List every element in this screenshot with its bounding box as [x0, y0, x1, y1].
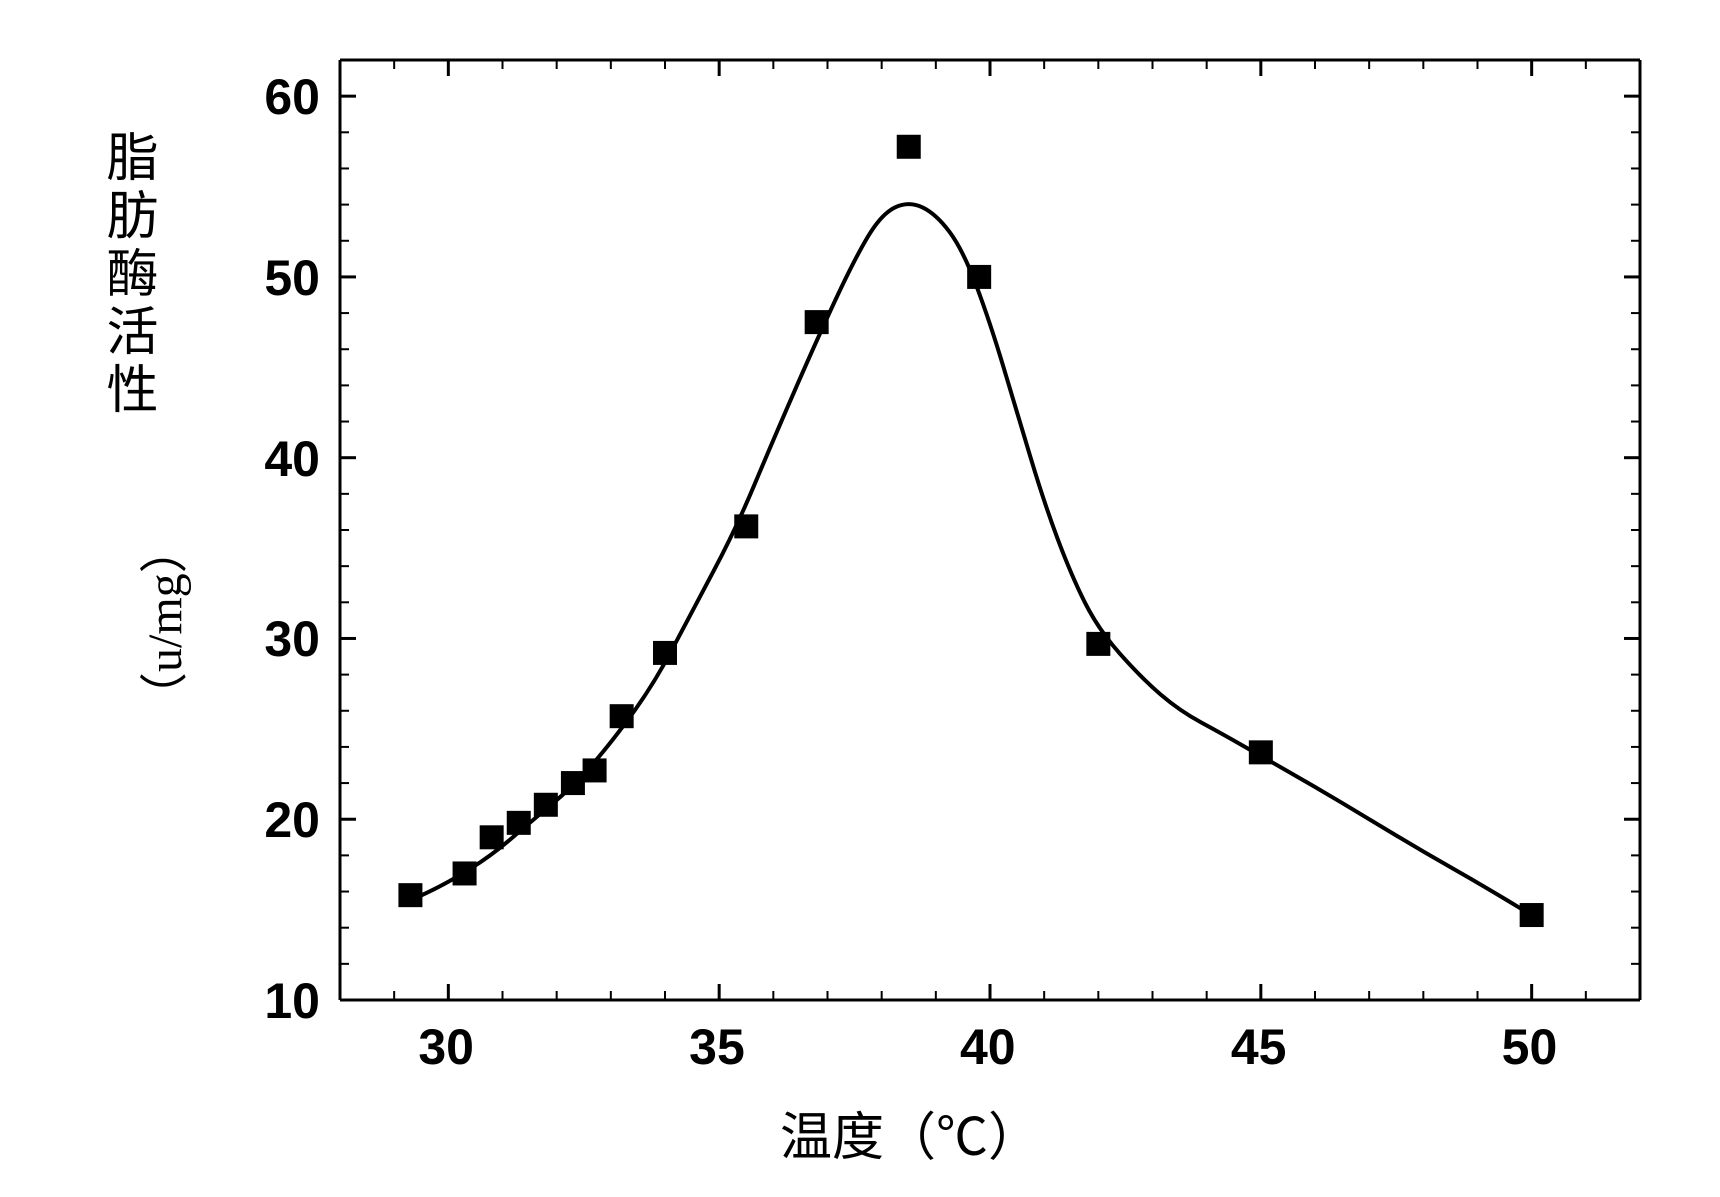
x-tick-label: 45: [1231, 1018, 1287, 1076]
chart-container: 脂肪酶活性 （u/mg） 温度（℃） 30 35 40 45 50 10 20 30 40 50 6…: [0, 0, 1720, 1197]
y-tick-label: 30: [264, 610, 320, 668]
x-tick-label: 30: [418, 1018, 474, 1076]
x-tick-label: 50: [1502, 1018, 1558, 1076]
y-axis-label-unit: （u/mg）: [125, 525, 195, 720]
y-tick-label: 20: [264, 791, 320, 849]
x-tick-label: 40: [960, 1018, 1016, 1076]
y-tick-label: 60: [264, 68, 320, 126]
y-tick-label: 50: [264, 249, 320, 307]
x-tick-label: 35: [689, 1018, 745, 1076]
y-tick-label: 10: [264, 972, 320, 1030]
y-tick-label: 40: [264, 430, 320, 488]
y-axis-label-main: 脂肪酶活性: [100, 130, 152, 420]
chart-svg: [0, 0, 1720, 1197]
x-axis-label: 温度（℃）: [780, 1095, 1040, 1170]
